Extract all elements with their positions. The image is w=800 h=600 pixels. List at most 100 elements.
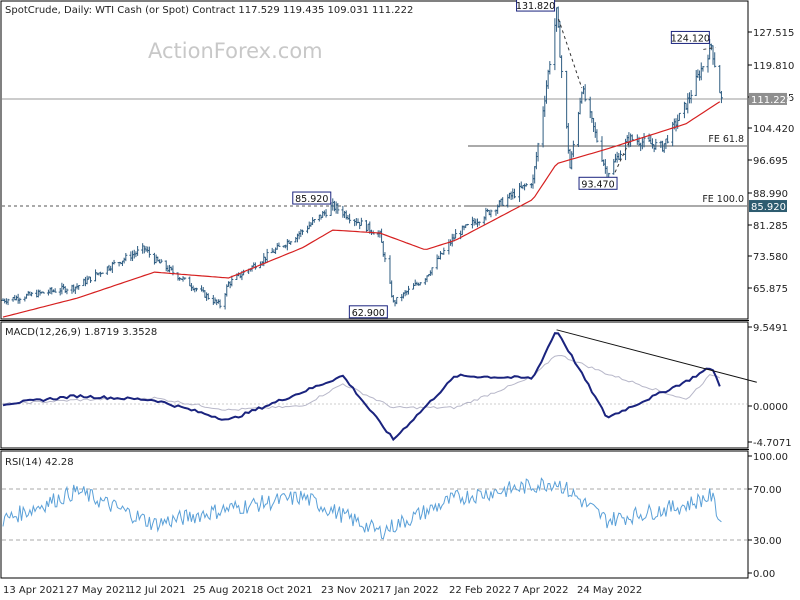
ohlc-bar xyxy=(306,225,310,234)
fe-price-value: 85.920 xyxy=(751,202,786,213)
y-tick-label: 30.00 xyxy=(753,536,782,547)
trend-dashed-line xyxy=(558,18,583,89)
y-tick-label: 96.695 xyxy=(753,156,788,167)
ohlc-bar xyxy=(200,285,204,292)
ohlc-bar xyxy=(211,295,215,305)
price-layer xyxy=(1,6,747,318)
ohlc-bar xyxy=(489,209,493,218)
annotation-box xyxy=(348,305,388,319)
ohlc-bar xyxy=(344,210,348,220)
ohlc-bar xyxy=(590,111,594,123)
ohlc-bar xyxy=(654,138,658,150)
ohlc-bar xyxy=(144,246,148,252)
ohlc-bar xyxy=(100,272,104,275)
ohlc-bar xyxy=(274,247,278,254)
ohlc-bar xyxy=(62,283,66,290)
ohlc-bar xyxy=(107,264,111,271)
ohlc-bar xyxy=(533,166,537,184)
ohlc-bar xyxy=(583,84,587,102)
x-axis: 13 Apr 2021 27 May 2021 12 Jul 2021 25 A… xyxy=(3,585,642,596)
ohlc-bar xyxy=(709,43,713,51)
x-tick-label: 22 Feb 2022 xyxy=(449,585,511,596)
ohlc-bar xyxy=(324,209,328,218)
ohlc-bar xyxy=(77,285,81,290)
ohlc-bar xyxy=(511,188,515,200)
ohlc-bar xyxy=(205,292,209,301)
ohlc-bar xyxy=(615,151,619,163)
ohlc-bar xyxy=(553,18,557,71)
price-panel[interactable] xyxy=(0,0,749,320)
ohlc-bar xyxy=(336,203,340,214)
rsi-layer xyxy=(2,477,722,540)
rsi-panel[interactable] xyxy=(0,450,749,579)
ohlc-bar xyxy=(696,69,700,79)
ohlc-bar xyxy=(671,121,675,147)
annotation-label: 93.470 xyxy=(581,179,614,190)
price-annotation: 131.820 xyxy=(516,0,555,12)
ohlc-bar xyxy=(99,271,103,277)
ohlc-bar xyxy=(642,133,646,148)
ohlc-bar xyxy=(571,140,575,158)
ohlc-bar xyxy=(687,92,691,104)
ohlc-bar xyxy=(141,243,145,254)
ohlc-bar xyxy=(94,269,98,282)
ohlc-bar xyxy=(442,247,446,255)
rsi-y-axis: 100.00 70.00 30.00 0.00 xyxy=(748,452,788,580)
macd-panel[interactable] xyxy=(0,321,749,449)
ohlc-bar xyxy=(425,275,429,283)
ohlc-bar xyxy=(548,61,552,75)
ohlc-bar xyxy=(454,229,458,239)
ohlc-bar xyxy=(206,293,210,300)
rsi-title: RSI(14) 42.28 xyxy=(5,457,74,468)
x-tick-label: 23 Nov 2021 xyxy=(321,585,385,596)
ohlc-bar xyxy=(359,217,363,226)
ohlc-bar xyxy=(226,281,230,287)
ohlc-bar xyxy=(73,286,77,294)
ohlc-bar xyxy=(159,258,163,264)
fe-price-box xyxy=(749,200,787,213)
ohlc-bar xyxy=(566,123,570,154)
ohlc-bar xyxy=(348,213,352,224)
ohlc-bar xyxy=(435,254,439,270)
ohlc-bar xyxy=(450,233,454,247)
y-tick-label: 88.990 xyxy=(753,189,788,200)
ohlc-bar xyxy=(72,284,76,293)
price-y-axis: 127.515 119.810 112.105 104.420 96.695 8… xyxy=(748,28,794,295)
ohlc-bar xyxy=(218,299,222,309)
ohlc-bar xyxy=(88,276,92,283)
ohlc-bar xyxy=(630,134,634,142)
ohlc-bar xyxy=(706,54,710,73)
ohlc-bar xyxy=(168,264,172,273)
y-tick-label: 119.810 xyxy=(753,61,794,72)
ohlc-bar xyxy=(194,287,198,292)
annotation-label: 85.920 xyxy=(295,194,328,205)
watermark: ActionForex.com xyxy=(148,39,323,63)
macd-title: MACD(12,26,9) 1.8719 3.3528 xyxy=(5,327,157,338)
macd-layer xyxy=(2,329,757,442)
x-tick-label: 24 May 2022 xyxy=(577,585,642,596)
y-tick-label: 0.0000 xyxy=(753,402,788,413)
ohlc-bar xyxy=(395,296,399,305)
ohlc-bar xyxy=(501,197,505,206)
ohlc-bar xyxy=(201,286,205,293)
price-title: SpotCrude, Daily: WTI Cash (or Spot) Con… xyxy=(5,5,413,16)
ohlc-bar xyxy=(122,257,126,264)
ohlc-bar xyxy=(164,260,168,272)
ohlc-bar xyxy=(546,69,550,89)
ohlc-bar xyxy=(289,241,293,245)
ohlc-bar xyxy=(662,143,666,153)
ohlc-bar xyxy=(112,259,116,265)
ohlc-bar xyxy=(565,70,569,129)
ohlc-bar xyxy=(524,183,528,187)
ohlc-bar xyxy=(275,243,279,250)
ohlc-bar xyxy=(65,288,69,295)
sma-line xyxy=(2,101,721,318)
ohlc-bar xyxy=(719,90,723,104)
ohlc-bar xyxy=(477,221,481,226)
trend-dashed-line xyxy=(703,46,716,50)
ohlc-bar xyxy=(203,290,207,298)
annotation-label: 131.820 xyxy=(516,1,555,12)
annotation-box xyxy=(670,30,710,44)
ohlc-bar xyxy=(277,242,281,247)
